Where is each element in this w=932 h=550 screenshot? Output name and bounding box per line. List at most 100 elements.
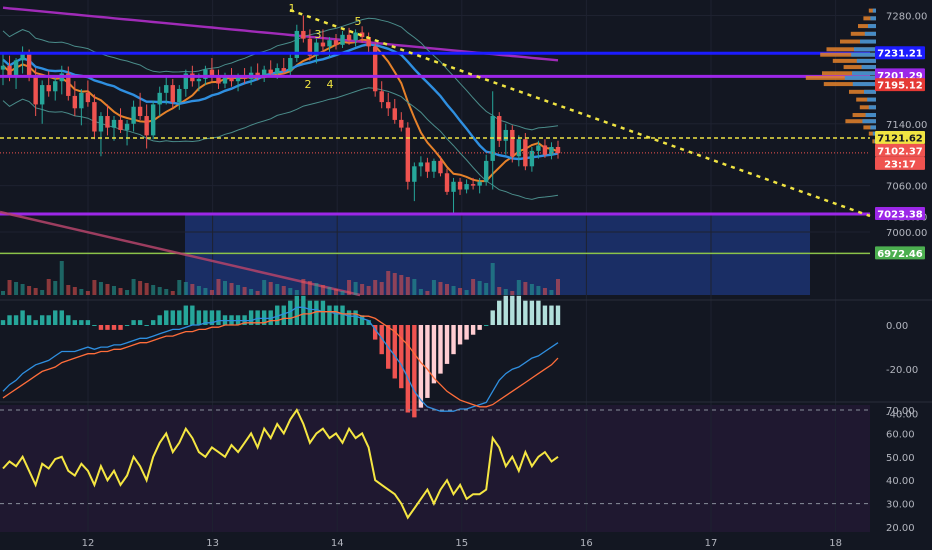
volume-bar [170,291,175,295]
horizontal-levels[interactable] [0,51,870,255]
macd-hist-bar [510,295,515,325]
macd-hist-bar [0,320,6,325]
macd-hist-bar [203,310,208,325]
time-tick: 18 [829,538,842,549]
volume-bar [216,279,221,295]
ma-slow [2,6,559,62]
macd-hist-bar [59,310,64,325]
volume-bar [510,291,515,295]
macd-hist-bar [464,325,469,340]
candle-body [229,77,234,82]
macd-hist-bar [26,315,32,325]
candle-body [346,34,352,41]
volume-bar [164,289,169,295]
volume-bar [275,284,280,295]
candle-body [79,92,84,109]
volume-bar [281,286,286,295]
candle-body [0,65,6,70]
macd-hist-bar [457,325,463,345]
volume-bar [425,291,430,295]
volume-bar [431,280,436,295]
price-tick: 7140.00 [886,120,927,131]
volume-bar [542,288,547,295]
macd-hist-bar [105,325,110,330]
macd-hist-bar [314,300,319,325]
rsi-tick: 30.00 [886,500,915,511]
macd-hist-bar [470,325,476,335]
macd-hist-bar [164,310,169,325]
time-tick: 17 [705,538,718,549]
profile-bar-b [870,16,876,21]
candle-body [294,30,300,59]
trendlines[interactable] [0,8,871,297]
candle-body [131,106,136,124]
macd-hist-bar [497,300,502,325]
volume-bar [490,263,495,295]
demand-zone [185,213,810,295]
profile-bar [826,47,876,52]
profile-bar [840,39,876,44]
candle-body [183,73,189,89]
macd-tick: -20.00 [886,365,918,376]
volume-bar [523,282,528,295]
macd-hist-bar [13,315,19,325]
candle-body [392,108,397,120]
price-tag-bg [875,78,925,92]
macd-hist-bar [98,325,104,330]
volume-bar [196,286,201,295]
volume-bar [294,290,299,295]
macd-hist-bar [92,325,97,326]
macd-hist-bar [124,325,130,326]
macd-hist-bar [399,325,404,389]
price-tag-bg [875,246,925,260]
candle-body [516,139,522,157]
volume-bar [445,284,449,295]
candle-body [124,123,130,130]
profile-bar [823,82,876,87]
candle-body [144,116,149,136]
macd-hist-bar [288,300,293,325]
candle-body [510,129,515,157]
candle-body [281,68,286,72]
profile-bar [852,113,876,118]
volume-bar [301,279,306,295]
candle-body [340,34,345,45]
candle-body [105,116,110,128]
profile-bar [863,16,876,21]
candle-body [13,60,19,78]
volume-bar [138,281,143,295]
price-tag: 7102.37 [877,146,923,157]
volume-bar [549,290,554,295]
profile-bar-b [851,52,876,57]
candle-body [405,127,411,182]
volume-profile [805,8,876,144]
volume-bar [40,290,45,295]
macd-hist-bar [170,310,175,325]
profile-bar-b [861,65,876,70]
price-tick: 7060.00 [886,182,927,193]
candle-body [418,162,424,167]
volume-bar [85,291,90,295]
macd-signal [2,311,559,408]
volume-bar [59,261,64,295]
volume-bar [503,289,508,295]
profile-bar-b [852,71,876,76]
yellow-trendline [289,8,871,218]
candle-body [26,54,32,76]
candle-body [555,146,561,154]
volume-bar [327,287,332,295]
volume-bar [249,289,254,295]
volume-bar [144,283,149,295]
candle-body [150,104,156,136]
candle-body [39,85,45,105]
candle-body [372,46,378,92]
volume-bar [379,282,384,295]
macd-hist-bar [157,315,162,325]
macd-hist-bar [529,300,535,325]
candle-body [529,150,535,167]
macd-hist-bar [536,300,541,325]
candle-body [216,77,221,84]
macd-hist-bar [483,325,489,326]
